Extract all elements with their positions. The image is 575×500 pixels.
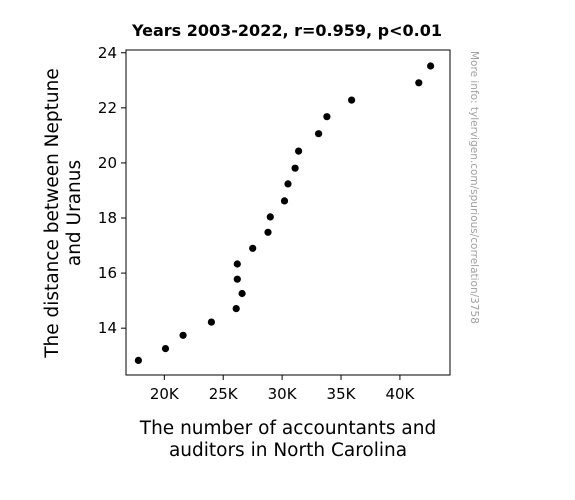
x-tick-label-2: 25K (209, 385, 239, 403)
y-tick-label-2: 16 (98, 264, 117, 282)
data-point-8 (233, 260, 241, 268)
data-point-12 (280, 197, 289, 205)
y-tick-label-6: 24 (98, 44, 117, 62)
x-tick-label-3: 30K (268, 385, 298, 403)
x-axis-label-line-2: auditors in North Carolina (169, 440, 407, 461)
chart-title: Years 2003-2022, r=0.959, p<0.01 (131, 21, 442, 40)
data-point-10 (264, 228, 272, 236)
data-point-9 (249, 244, 257, 252)
x-axis-ticks: 20K 25K 30K 35K 40K (150, 375, 416, 403)
data-point-13 (284, 180, 292, 188)
data-point-2 (161, 345, 170, 353)
data-point-20 (427, 62, 435, 70)
data-point-6 (238, 289, 246, 298)
y-tick-label-1: 14 (98, 319, 117, 337)
data-point-1 (134, 356, 142, 364)
source-watermark: More info: tylervigen.com/spurious/corre… (468, 51, 480, 324)
data-point-16 (315, 130, 323, 138)
data-point-4 (207, 318, 215, 326)
data-point-19 (415, 79, 423, 87)
y-tick-label-3: 18 (98, 209, 117, 227)
y-axis-label-line-2: and Uranus (64, 160, 85, 266)
data-point-11 (266, 213, 274, 221)
x-tick-label-5: 40K (385, 385, 415, 403)
x-tick-label-4: 35K (327, 385, 357, 403)
data-point-14 (291, 164, 299, 172)
data-point-15 (295, 147, 303, 155)
y-axis-ticks: 14 16 18 20 22 24 (98, 44, 126, 337)
y-axis-label-line-1: The distance between Neptune (42, 68, 63, 359)
plot-area-frame (125, 49, 451, 376)
x-tick-label-1: 20K (150, 385, 180, 403)
x-axis-label-line-1: The number of accountants and (139, 418, 436, 439)
data-point-3 (179, 331, 187, 339)
data-point-5 (232, 305, 240, 313)
data-points (134, 62, 435, 364)
data-point-18 (348, 96, 356, 104)
data-point-17 (323, 113, 331, 121)
data-point-7 (233, 275, 241, 283)
y-tick-label-5: 22 (98, 99, 117, 117)
y-tick-label-4: 20 (98, 154, 117, 172)
